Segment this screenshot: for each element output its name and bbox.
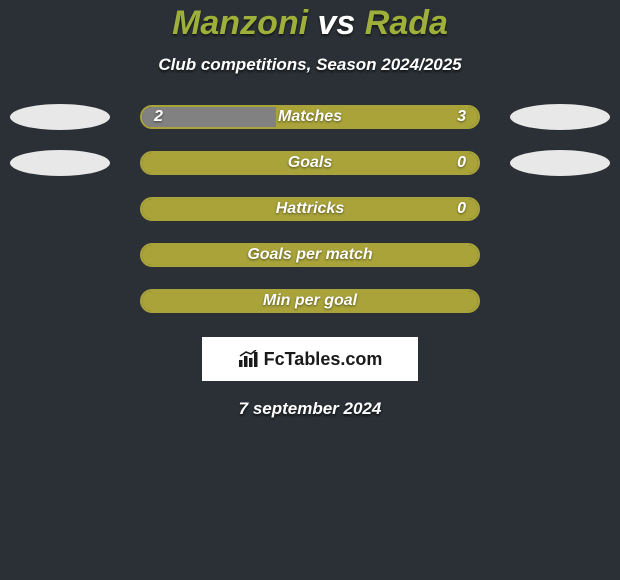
stat-row: Goals per match xyxy=(0,243,620,267)
stat-value-left: 2 xyxy=(154,107,163,127)
source-logo-box: FcTables.com xyxy=(202,337,418,381)
stat-row: Min per goal xyxy=(0,289,620,313)
player-badge-left xyxy=(10,104,110,130)
date-text: 7 september 2024 xyxy=(239,399,382,419)
stat-value-right: 0 xyxy=(457,153,466,173)
stat-value-right: 0 xyxy=(457,199,466,219)
stat-bar: Goals per match xyxy=(140,243,480,267)
chart-icon xyxy=(238,350,260,368)
title-vs: vs xyxy=(318,4,356,42)
stat-bar-right-fill xyxy=(142,291,478,311)
stat-rows: Matches23Goals0Hattricks0Goals per match… xyxy=(0,105,620,313)
stat-bar: Goals0 xyxy=(140,151,480,175)
title-player2: Rada xyxy=(365,4,448,42)
subtitle: Club competitions, Season 2024/2025 xyxy=(158,55,461,75)
source-logo-text: FcTables.com xyxy=(264,349,383,370)
player-badge-left xyxy=(10,150,110,176)
title-player1: Manzoni xyxy=(172,4,308,42)
stat-bar: Hattricks0 xyxy=(140,197,480,221)
stat-value-right: 3 xyxy=(457,107,466,127)
stat-bar: Matches23 xyxy=(140,105,480,129)
player-badge-right xyxy=(510,104,610,130)
stat-row: Goals0 xyxy=(0,151,620,175)
player-badge-right xyxy=(510,150,610,176)
stat-bar-right-fill xyxy=(142,153,478,173)
stat-bar-right-fill xyxy=(142,245,478,265)
stat-bar: Min per goal xyxy=(140,289,480,313)
page-title: Manzoni vs Rada xyxy=(172,4,448,43)
stat-row: Matches23 xyxy=(0,105,620,129)
comparison-infographic: Manzoni vs Rada Club competitions, Seaso… xyxy=(0,0,620,419)
stat-row: Hattricks0 xyxy=(0,197,620,221)
stat-bar-right-fill xyxy=(276,107,478,127)
stat-bar-right-fill xyxy=(142,199,478,219)
